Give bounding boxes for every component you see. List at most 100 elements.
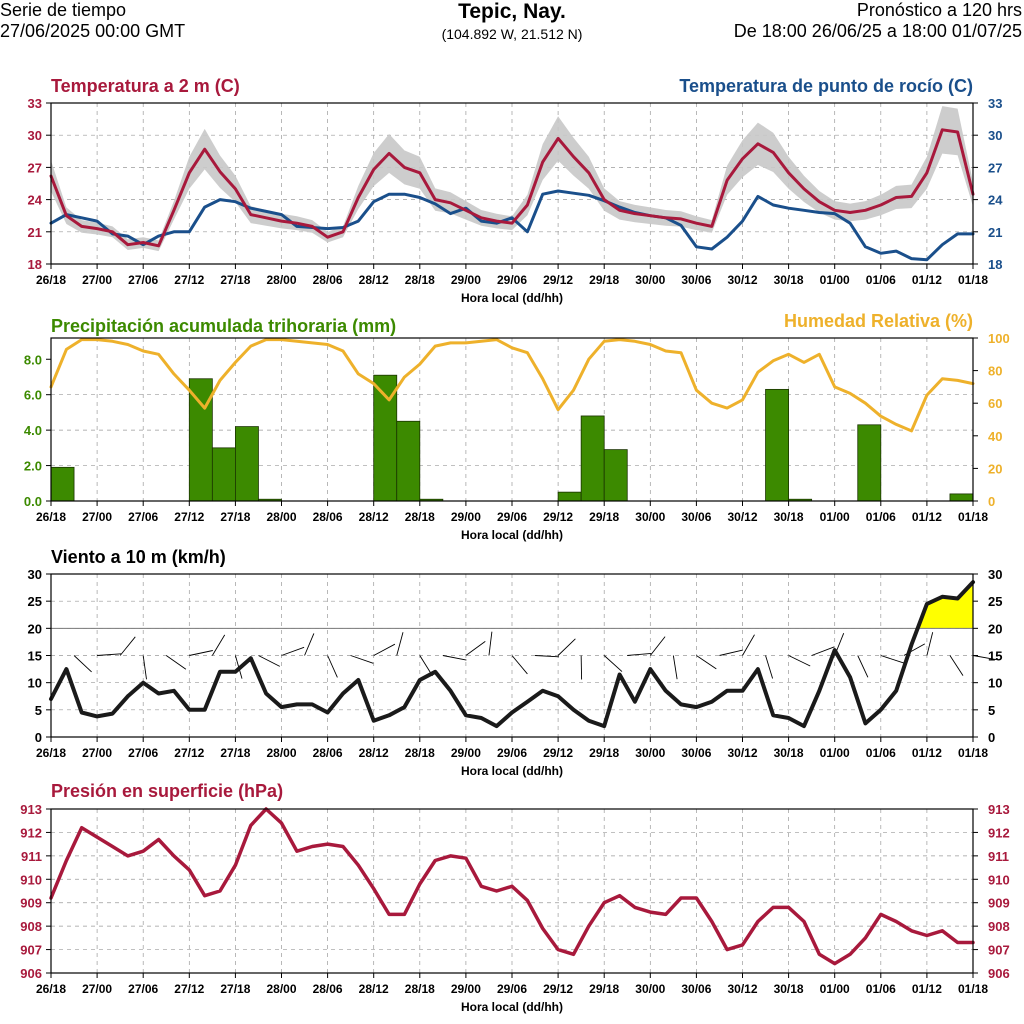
x-tick-label: 29/00	[451, 510, 481, 524]
wind-speed-line	[49, 580, 975, 729]
wind-barb	[119, 636, 136, 656]
forecast-range-label: Pronóstico a 120 hrs	[856, 0, 1022, 20]
precipitation-title: Precipitación acumulada trihoraria (mm)	[51, 316, 396, 336]
x-tick-label: 27/06	[128, 510, 158, 524]
y-tick-label: 20	[28, 621, 42, 636]
wind-title: Viento a 10 m (km/h)	[51, 547, 226, 567]
temperature-line	[49, 128, 975, 248]
x-tick-label: 01/12	[912, 746, 942, 760]
x-tick-label: 27/00	[82, 510, 112, 524]
y-tick-label: 909	[20, 896, 42, 911]
y2-tick-label: 907	[988, 943, 1010, 958]
x-tick-label: 28/12	[359, 982, 389, 996]
wind-barb	[258, 655, 281, 667]
wind-barb	[949, 655, 964, 676]
x-tick-label: 01/00	[820, 982, 850, 996]
x-tick-label: 28/00	[266, 273, 296, 287]
y2-tick-label: 27	[988, 160, 1002, 175]
y2-tick-label: 10	[988, 676, 1002, 691]
y-tick-label: 10	[28, 676, 42, 691]
x-tick-label: 30/12	[727, 510, 757, 524]
x-tick-label: 28/00	[266, 982, 296, 996]
y2-tick-label: 100	[988, 331, 1010, 346]
x-tick-label: 28/18	[405, 273, 435, 287]
wind-barb	[165, 655, 187, 670]
pressure-title: Presión en superficie (hPa)	[51, 781, 283, 801]
y-tick-label: 27	[28, 160, 42, 175]
x-tick-label: 30/06	[681, 273, 711, 287]
x-tick-label: 01/18	[958, 982, 988, 996]
y2-tick-label: 0	[988, 730, 995, 745]
y2-tick-label: 18	[988, 257, 1002, 272]
wind-barb	[211, 634, 226, 656]
x-tick-label: 28/12	[359, 746, 389, 760]
humidity-title: Humedad Relativa (%)	[784, 311, 973, 331]
wind-barb	[627, 652, 652, 656]
y2-tick-label: 911	[988, 849, 1009, 864]
x-tick-label: 27/12	[174, 273, 204, 287]
y2-tick-label: 60	[988, 396, 1002, 411]
x-tick-label: 27/06	[128, 273, 158, 287]
y-tick-label: 912	[20, 825, 42, 840]
wind-barb	[857, 655, 869, 678]
y-tick-label: 30	[28, 128, 42, 143]
x-tick-label: 27/18	[220, 510, 250, 524]
y2-tick-label: 5	[988, 703, 995, 718]
y2-tick-label: 20	[988, 461, 1002, 476]
x-tick-label: 28/00	[266, 510, 296, 524]
x-tick-label: 27/18	[220, 746, 250, 760]
y-tick-label: 25	[28, 594, 42, 609]
wind-barb	[442, 655, 467, 661]
y-tick-label: 8.0	[24, 352, 42, 367]
x-tick-label: 27/00	[82, 746, 112, 760]
wind-barb	[880, 655, 904, 664]
x-tick-label: 27/00	[82, 982, 112, 996]
x-axis-label: Hora local (dd/hh)	[461, 764, 563, 778]
y2-tick-label: 30	[988, 567, 1002, 582]
y-tick-label: 15	[28, 649, 42, 664]
y2-tick-label: 33	[988, 96, 1002, 111]
precip-bar	[765, 388, 789, 502]
wind-barb	[926, 632, 934, 656]
x-tick-label: 26/18	[36, 273, 66, 287]
precip-bar	[580, 415, 605, 502]
wind-barb	[719, 649, 743, 656]
x-tick-label: 30/06	[681, 982, 711, 996]
y2-tick-label: 15	[988, 649, 1002, 664]
x-tick-label: 28/12	[359, 510, 389, 524]
wind-barb	[304, 633, 315, 656]
x-tick-label: 01/18	[958, 510, 988, 524]
x-tick-label: 30/18	[774, 273, 804, 287]
y2-tick-label: 40	[988, 429, 1002, 444]
x-tick-label: 27/18	[220, 273, 250, 287]
precip-bar	[211, 447, 236, 502]
y2-tick-label: 908	[988, 919, 1010, 934]
x-tick-label: 26/18	[36, 746, 66, 760]
x-tick-label: 01/00	[820, 510, 850, 524]
init-time-label: 27/06/2025 00:00 GMT	[0, 21, 186, 41]
y-tick-label: 907	[20, 943, 42, 958]
series-type-label: Serie de tiempo	[0, 0, 127, 20]
y-tick-label: 0	[35, 730, 42, 745]
x-tick-label: 29/18	[589, 982, 619, 996]
x-tick-label: 29/00	[451, 982, 481, 996]
x-tick-label: 27/12	[174, 510, 204, 524]
y-tick-label: 30	[28, 567, 42, 582]
x-axis-label: Hora local (dd/hh)	[461, 1000, 563, 1014]
precip-bar	[949, 493, 974, 502]
precip-bar	[857, 424, 882, 502]
x-tick-label: 01/06	[866, 273, 896, 287]
x-tick-label: 29/06	[497, 982, 527, 996]
y-tick-label: 21	[28, 225, 42, 240]
wind-barb	[142, 655, 147, 680]
wind-barb	[696, 655, 717, 670]
x-tick-label: 29/12	[543, 746, 573, 760]
y-tick-label: 908	[20, 919, 42, 934]
wind-barb	[672, 655, 678, 680]
x-tick-label: 30/00	[635, 982, 665, 996]
wind-barb	[465, 641, 486, 656]
x-tick-label: 28/18	[405, 982, 435, 996]
x-tick-label: 29/06	[497, 510, 527, 524]
y2-tick-label: 80	[988, 364, 1002, 379]
